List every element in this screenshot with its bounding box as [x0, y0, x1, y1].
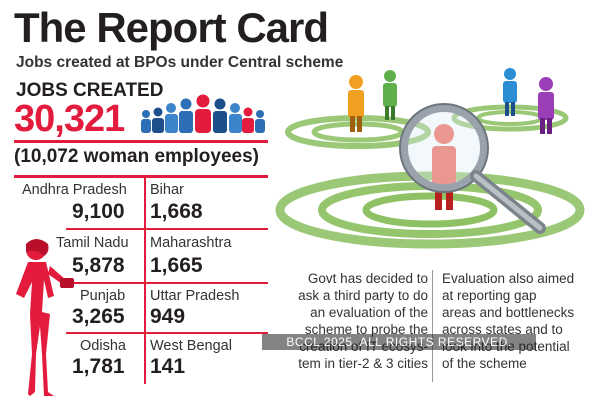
page-title: The Report Card — [14, 4, 329, 51]
state-name: Bihar — [150, 182, 184, 198]
state-value: 9,100 — [72, 200, 125, 223]
jobs-created-label: JOBS CREATED — [16, 80, 164, 101]
row-divider — [66, 332, 268, 334]
state-value: 141 — [150, 355, 186, 378]
note-line: an evaluation of the — [310, 305, 428, 320]
note-right: Evaluation also aimed at reporting gap a… — [442, 270, 598, 372]
state-value: 1,665 — [150, 254, 203, 277]
businesswoman-figure-icon — [16, 239, 74, 396]
state-name: Uttar Pradesh — [150, 288, 240, 304]
note-line: areas and bottlenecks — [442, 305, 575, 320]
magnifying-glass-people-illustration — [275, 68, 585, 249]
note-line: tem in tier-2 & 3 cities — [298, 356, 428, 371]
state-name: Punjab — [80, 288, 126, 304]
notes-divider — [432, 270, 433, 382]
row-divider — [66, 228, 268, 230]
note-left: Govt has decided to ask a third party to… — [282, 270, 428, 372]
note-line: at reporting gap — [442, 288, 537, 303]
state-name: Odisha — [80, 338, 126, 354]
state-value: 1,668 — [150, 200, 203, 223]
note-line: of the scheme — [442, 356, 527, 371]
state-name: Andhra Pradesh — [22, 182, 127, 198]
jobs-created-value: 30,321 — [14, 98, 125, 140]
note-line: Govt has decided to — [307, 271, 428, 286]
person-icon — [348, 75, 364, 132]
row-divider — [66, 282, 268, 284]
people-group-icon — [141, 94, 265, 133]
magnifying-glass-icon — [399, 103, 546, 234]
state-value: 949 — [150, 305, 186, 328]
copyright-watermark: BCCL 2025. ALL RIGHTS RESERVED. — [262, 334, 536, 350]
note-line: across states and to — [442, 322, 563, 337]
state-value: 5,878 — [72, 254, 125, 277]
note-line: scheme to probe the — [304, 322, 428, 337]
state-name: Tamil Nadu — [56, 235, 129, 251]
state-value: 3,265 — [72, 305, 125, 328]
page-subtitle: Jobs created at BPOs under Central schem… — [16, 54, 344, 71]
divider-line — [14, 140, 268, 143]
note-line: ask a third party to do — [298, 288, 428, 303]
state-name: Maharashtra — [150, 235, 232, 251]
note-line: Evaluation also aimed — [442, 271, 575, 286]
state-value: 1,781 — [72, 355, 125, 378]
state-name: West Bengal — [150, 338, 232, 354]
divider-line — [14, 175, 268, 178]
woman-employees-count: (10,072 woman employees) — [14, 146, 259, 167]
column-divider — [144, 178, 146, 384]
